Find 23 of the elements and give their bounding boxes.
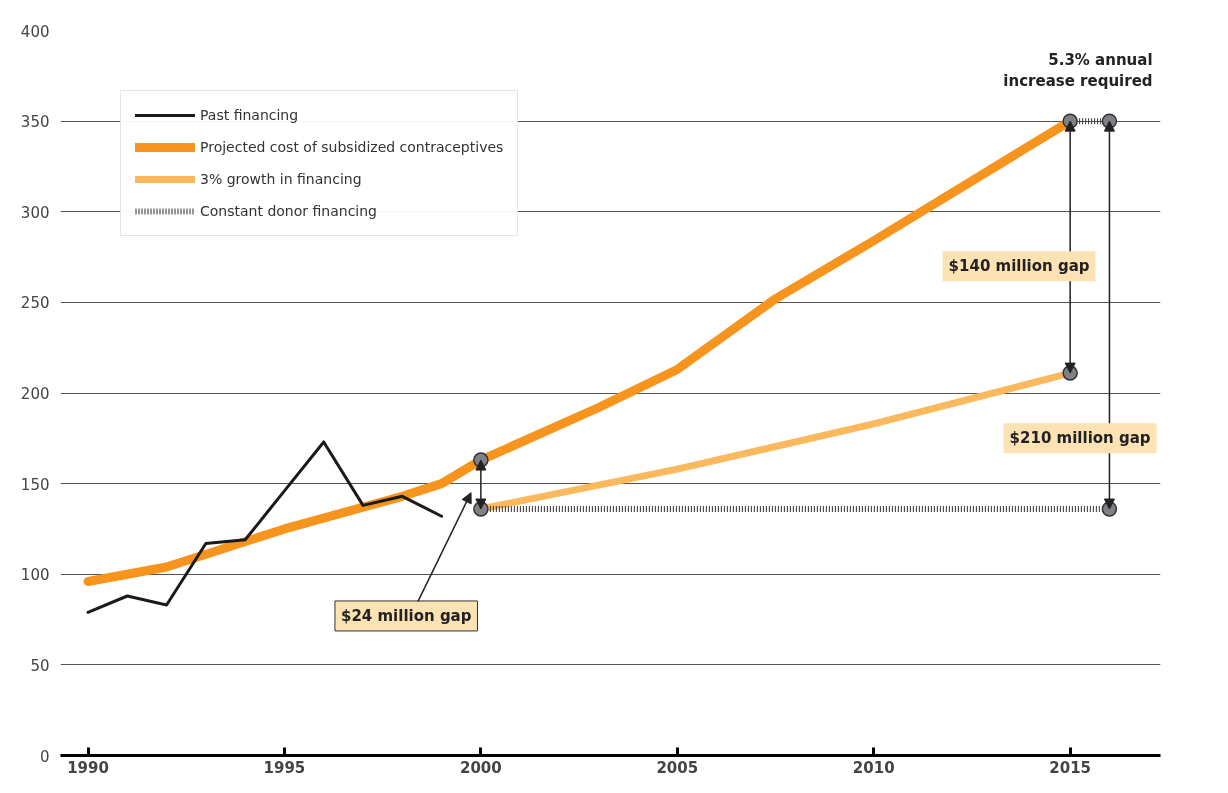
x-tick-label: 2005 <box>656 758 699 777</box>
x-tick-label: 1990 <box>67 758 109 777</box>
y-tick-label: 300 <box>20 203 50 222</box>
y-tick-label: 50 <box>30 656 50 675</box>
y-tick-label: 150 <box>20 475 50 494</box>
annotation: 5.3% annual increase required <box>1003 50 1153 91</box>
annotation: $140 million gap <box>948 257 1090 276</box>
x-tick-label: 2000 <box>459 758 502 777</box>
y-tick-label: 250 <box>20 294 50 313</box>
legend-label: Projected cost of subsidized contraceptives <box>200 139 504 155</box>
legend-label: 3% growth in financing <box>200 171 362 187</box>
legend-label: Past financing <box>200 107 299 123</box>
y-tick-label: 200 <box>20 385 50 403</box>
y-tick-label: 100 <box>20 566 50 585</box>
legend-label: Constant donor financing <box>200 203 377 219</box>
x-tick-label: 2010 <box>852 758 895 777</box>
x-tick-label: 1995 <box>263 758 306 777</box>
y-tick-label: 0 <box>39 747 50 766</box>
y-tick-label: 400 <box>20 22 50 41</box>
annotation: $24 million gap <box>340 606 472 625</box>
x-tick-label: 2015 <box>1049 758 1092 777</box>
annotation: $210 million gap <box>1009 429 1151 448</box>
y-tick-label: 350 <box>20 113 50 132</box>
